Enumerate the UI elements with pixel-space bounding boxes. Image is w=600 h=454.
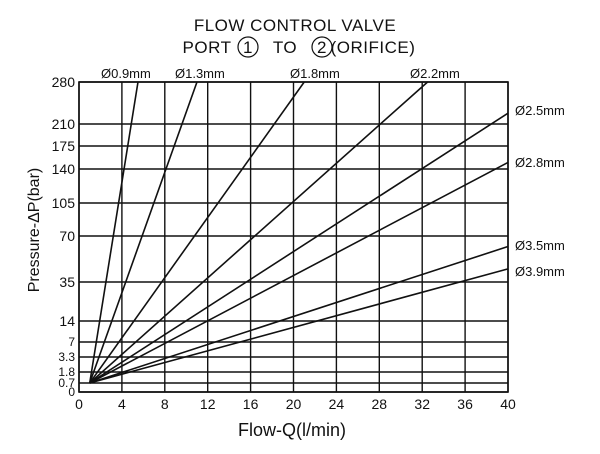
series-label: Ø2.8mm xyxy=(515,155,565,170)
chart-title-line-2: PORT 1 TO 2 (ORIFICE) xyxy=(183,36,416,58)
y-tick-label: 0.7 xyxy=(58,376,75,390)
series-label: Ø3.9mm xyxy=(515,264,565,279)
port-2-circle xyxy=(311,36,333,58)
port-1-number: 1 xyxy=(243,38,253,57)
x-tick-label: 20 xyxy=(286,396,302,412)
y-tick-label: 14 xyxy=(59,313,75,329)
y-tick-label: 0 xyxy=(68,385,75,399)
y-tick-label: 7 xyxy=(68,335,75,349)
y-tick-label: 140 xyxy=(52,161,76,177)
flow-curve xyxy=(89,81,305,384)
y-tick-label: 280 xyxy=(52,74,76,90)
title-port-text: PORT xyxy=(183,38,232,57)
flow-curve xyxy=(89,112,509,384)
y-tick-label: 3.3 xyxy=(58,350,75,364)
x-tick-label: 24 xyxy=(329,396,345,412)
x-tick-label: 32 xyxy=(414,396,430,412)
port-1-circle xyxy=(237,36,259,58)
x-tick-label: 36 xyxy=(457,396,473,412)
y-tick-label: 35 xyxy=(59,274,75,290)
x-tick-label: 0 xyxy=(75,396,83,412)
grid xyxy=(78,81,509,393)
series-label: Ø1.3mm xyxy=(175,66,225,81)
chart-title-line-1: FLOW CONTROL VALVE xyxy=(194,16,396,35)
y-tick-label: 1.8 xyxy=(58,365,75,379)
y-axis-label: Pressure-ΔP(bar) xyxy=(26,168,43,293)
x-tick-label: 8 xyxy=(161,396,169,412)
y-tick-label: 105 xyxy=(52,195,76,211)
flow-curve xyxy=(89,161,509,384)
axis-ticks: 00.71.83.37 14 35 70 105 140 175 210 280 0 4 8 12 16 2… xyxy=(52,74,516,412)
flow-curve xyxy=(89,245,509,384)
title-to-text: TO xyxy=(273,38,297,57)
series-label: Ø0.9mm xyxy=(101,66,151,81)
title-orifice-text: (ORIFICE) xyxy=(331,38,416,57)
x-tick-label: 12 xyxy=(200,396,216,412)
port-2-number: 2 xyxy=(317,38,327,57)
series-label: Ø3.5mm xyxy=(515,238,565,253)
x-tick-label: 40 xyxy=(500,396,516,412)
y-tick-label: 70 xyxy=(59,228,75,244)
x-tick-label: 28 xyxy=(372,396,388,412)
series-label: Ø2.5mm xyxy=(515,103,565,118)
y-tick-label: 175 xyxy=(52,138,76,154)
x-tick-label: 16 xyxy=(243,396,259,412)
series-labels: Ø0.9mm Ø1.3mm Ø1.8mm Ø2.2mm Ø2.5mm Ø2.8mm Ø3.5… xyxy=(101,66,565,279)
flow-curve xyxy=(88,81,139,384)
x-tick-label: 4 xyxy=(118,396,126,412)
plot-frame xyxy=(78,81,509,393)
x-axis-label: Flow-Q(l/min) xyxy=(238,420,346,440)
series-label: Ø1.8mm xyxy=(290,66,340,81)
flow-curve xyxy=(89,81,429,384)
flow-curve xyxy=(89,268,509,384)
flow-curves xyxy=(88,81,509,384)
y-tick-label: 210 xyxy=(52,116,76,132)
series-label: Ø2.2mm xyxy=(410,66,460,81)
flow-curve xyxy=(88,81,198,384)
